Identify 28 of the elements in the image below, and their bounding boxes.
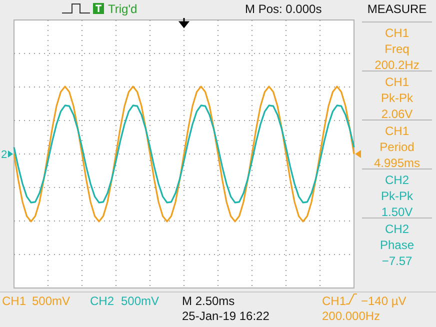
text: 200.2Hz <box>374 58 420 72</box>
text: −140 µV <box>361 294 406 308</box>
text: 4.995ms <box>374 156 420 170</box>
text: MEASURE <box>367 2 427 16</box>
text: Pk-Pk <box>380 189 414 203</box>
text: M Pos: 0.000s <box>245 2 322 16</box>
text: Phase <box>380 238 414 252</box>
text: 2 <box>1 149 8 161</box>
text: M 2.50ms <box>182 294 235 308</box>
text: CH1 <box>322 294 346 308</box>
text: Period <box>380 140 414 154</box>
text: 2.06V <box>381 107 413 121</box>
text: 25-Jan-19 16:22 <box>182 309 270 323</box>
text: CH2 <box>384 173 410 187</box>
text: CH1 <box>384 124 410 138</box>
text: 200.000Hz <box>322 309 380 323</box>
text: CH1 <box>2 294 26 308</box>
text: Pk-Pk <box>380 91 414 105</box>
text: Freq <box>384 42 410 56</box>
text: Trig'd <box>108 2 138 16</box>
text: CH1 <box>384 26 410 40</box>
text: CH1 <box>384 75 410 89</box>
text: −7.57 <box>382 254 412 268</box>
text: 500mV <box>121 294 160 308</box>
text: CH2 <box>90 294 114 308</box>
text: CH2 <box>384 222 410 236</box>
text: 1.50V <box>381 205 413 219</box>
text: 500mV <box>32 294 70 308</box>
